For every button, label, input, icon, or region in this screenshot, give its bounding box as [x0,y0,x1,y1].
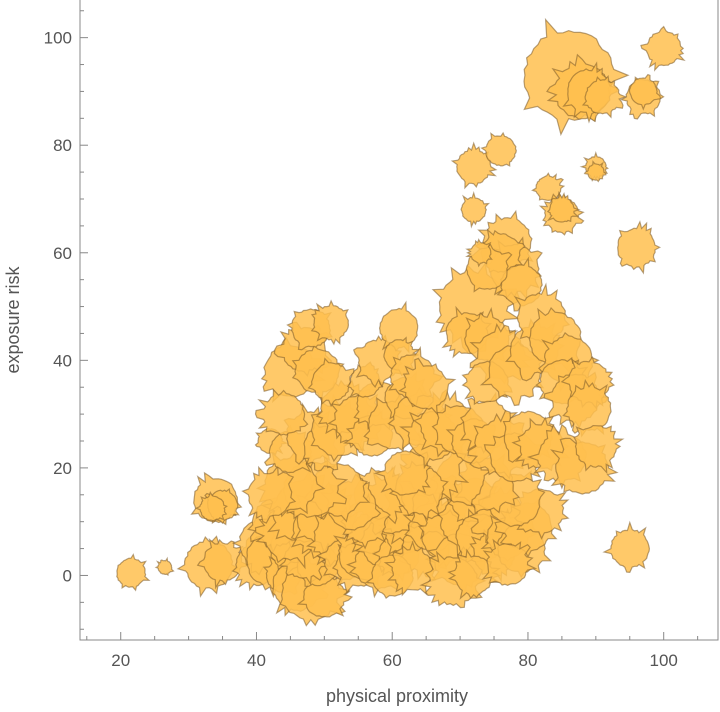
data-point [196,538,251,590]
y-tick-label: 40 [53,351,72,370]
y-tick-label: 0 [63,566,72,585]
data-point [194,490,228,522]
data-point [480,131,517,167]
x-tick-label: 100 [650,651,678,670]
data-point [116,553,151,592]
y-axis-ticks: 0 20 40 60 80 100 [44,10,88,630]
axes [79,0,719,641]
data-point [450,141,498,190]
data-point [617,220,662,275]
data-point [602,520,651,574]
data-point [581,74,628,119]
data-point [310,299,350,346]
data-point [546,191,581,223]
x-axis-label: physical proximity [326,686,468,706]
data-point [460,190,491,229]
y-axis-label: exposure risk [3,265,23,373]
x-tick-label: 20 [111,651,130,670]
data-point [307,357,355,408]
y-tick-label: 20 [53,459,72,478]
plot-frame [79,0,719,641]
data-point [373,450,432,496]
data-point [398,357,457,416]
data-point [573,424,625,475]
x-axis-ticks: 20 40 60 80 100 [86,632,699,670]
y-tick-label: 80 [53,136,72,155]
x-tick-label: 80 [518,651,537,670]
y-tick-label: 100 [44,29,72,48]
y-tick-label: 60 [53,244,72,263]
data-point [628,73,662,111]
data-point [241,464,297,524]
x-tick-label: 40 [247,651,266,670]
data-point [254,388,309,436]
data-point [481,538,538,587]
data-point [154,556,175,577]
data-point [583,160,607,183]
data-points [116,17,686,627]
data-point [465,238,493,268]
x-tick-label: 60 [383,651,402,670]
data-point [640,25,686,72]
